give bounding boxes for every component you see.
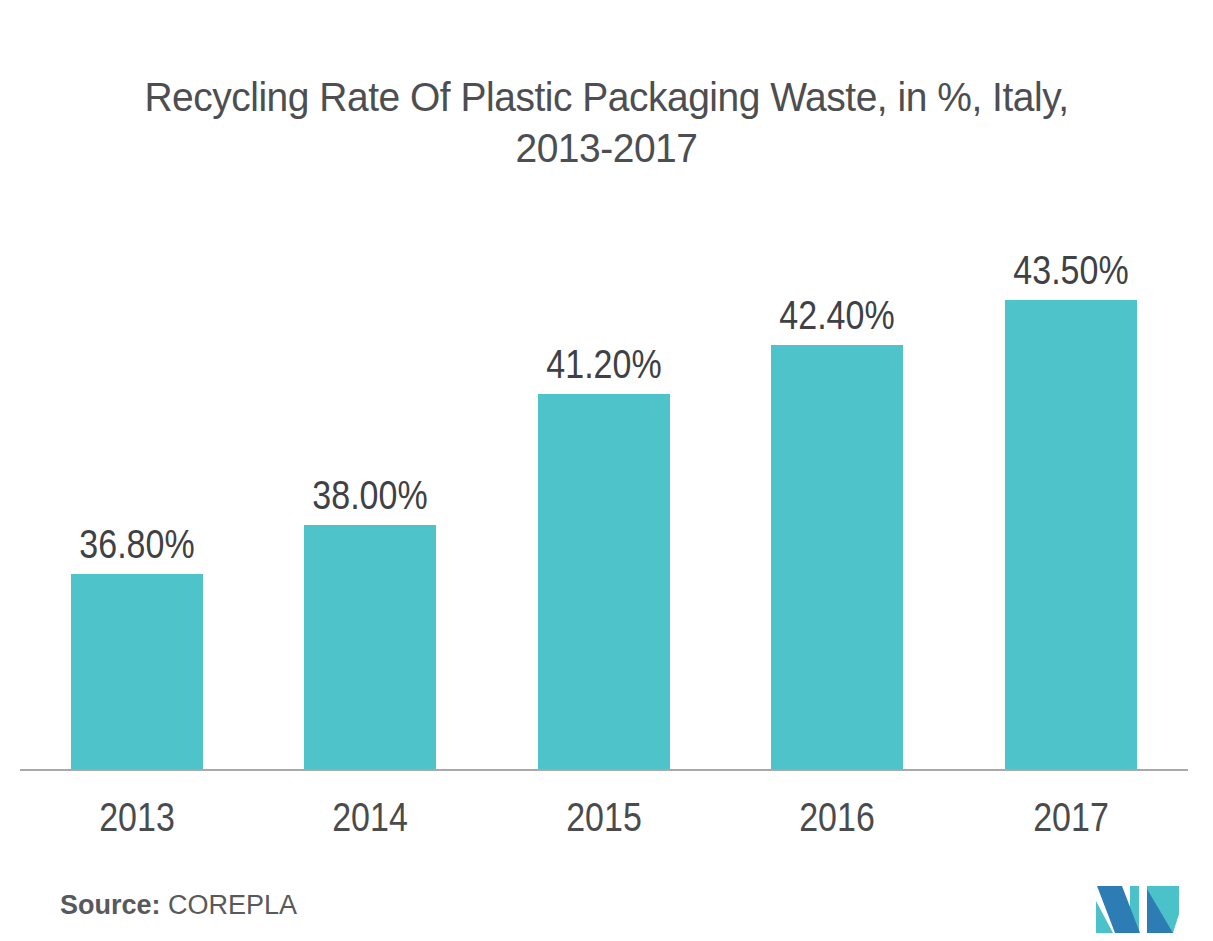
- chart-title-line2: 2013-2017: [30, 123, 1182, 174]
- source-value: COREPLA: [168, 890, 297, 920]
- mordor-intelligence-logo: [1096, 886, 1180, 933]
- value-label-2014: 38.00%: [268, 473, 472, 518]
- year-label-2014: 2014: [268, 795, 472, 840]
- year-label-2013: 2013: [35, 795, 239, 840]
- year-label-2016: 2016: [735, 795, 939, 840]
- bar-2014: [304, 525, 436, 770]
- bar-2013: [71, 574, 203, 770]
- bar-2017: [1005, 300, 1137, 770]
- bar-2015: [538, 394, 670, 770]
- chart-title: Recycling Rate Of Plastic Packaging Wast…: [30, 72, 1182, 174]
- value-label-2016: 42.40%: [735, 293, 939, 338]
- value-label-2015: 41.20%: [502, 342, 706, 387]
- x-axis-line: [20, 769, 1188, 771]
- value-label-2017: 43.50%: [969, 248, 1173, 293]
- year-label-2017: 2017: [969, 795, 1173, 840]
- source-label: Source:: [60, 890, 161, 920]
- bar-2016: [771, 345, 903, 770]
- chart-title-line1: Recycling Rate Of Plastic Packaging Wast…: [30, 72, 1182, 123]
- year-label-2015: 2015: [502, 795, 706, 840]
- value-label-2013: 36.80%: [35, 522, 239, 567]
- chart: Recycling Rate Of Plastic Packaging Wast…: [0, 0, 1213, 941]
- source-note: Source: COREPLA: [60, 890, 297, 921]
